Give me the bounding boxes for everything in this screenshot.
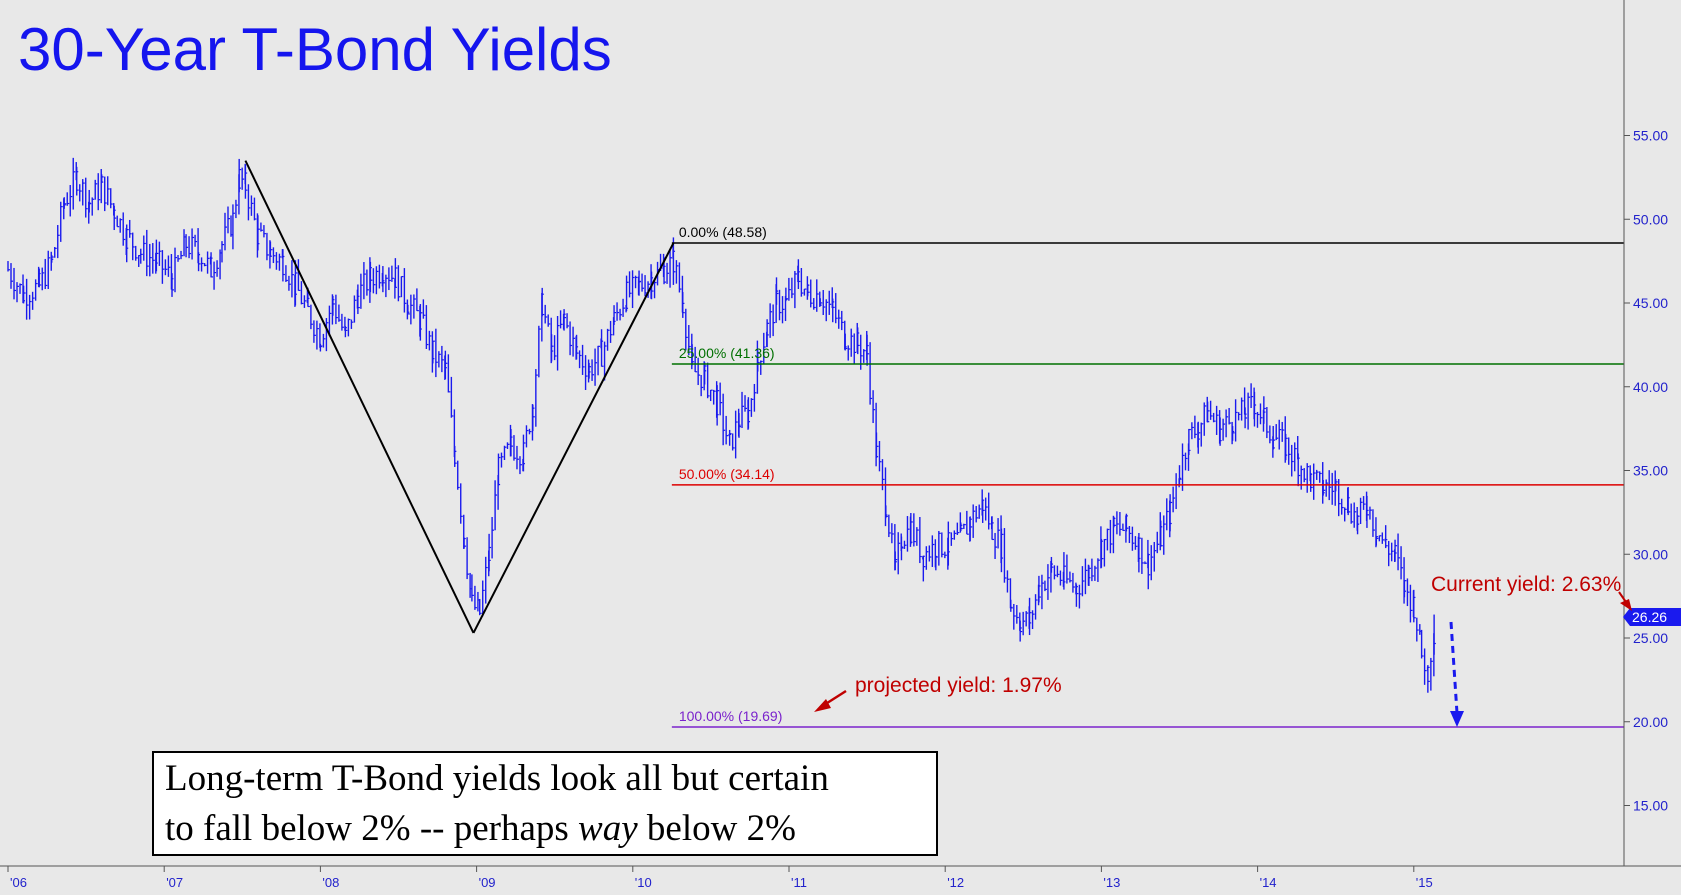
x-tick-label: '08 xyxy=(322,875,339,890)
x-tick-label: '12 xyxy=(947,875,964,890)
price-bars xyxy=(7,157,1436,693)
x-tick-label: '07 xyxy=(166,875,183,890)
current-value-badge: 26.26 xyxy=(1623,608,1681,626)
y-tick-label: 25.00 xyxy=(1633,630,1668,646)
y-tick-label: 20.00 xyxy=(1633,714,1668,730)
note-line-2-start: to fall below 2% -- perhaps xyxy=(165,808,578,849)
projection-dashed-arrow xyxy=(1449,621,1459,714)
x-tick-label: '11 xyxy=(791,875,807,890)
y-tick-label: 30.00 xyxy=(1633,546,1668,562)
x-tick-label: '09 xyxy=(479,875,496,890)
current-value-badge-shape xyxy=(1623,608,1681,626)
x-tick-label: '06 xyxy=(10,875,27,890)
y-tick-label: 55.00 xyxy=(1633,128,1668,144)
x-axis-ticks: '06 '07 '08 '09 '10 '11 '12 '13 '14 '15 xyxy=(7,866,1433,890)
fib-level-label: 50.00% (34.14) xyxy=(679,466,775,482)
note-line-1: Long-term T-Bond yields look all but cer… xyxy=(165,758,829,799)
fibonacci-levels: 0.00% (48.58) 25.00% (41.36) 50.00% (34.14… xyxy=(671,224,1624,728)
note-line-2-end: below 2% xyxy=(638,808,796,849)
y-tick-label: 40.00 xyxy=(1633,379,1668,395)
x-tick-label: '10 xyxy=(635,875,652,890)
y-tick-label: 50.00 xyxy=(1633,211,1668,227)
current-yield-annotation: Current yield: 2.63% xyxy=(1431,573,1621,596)
projection-arrowhead xyxy=(1450,711,1464,727)
current-value-label: 26.26 xyxy=(1632,609,1667,625)
fib-level-label: 100.00% (19.69) xyxy=(679,708,783,724)
chart-title: 30-Year T-Bond Yields xyxy=(18,16,612,83)
note-box xyxy=(152,751,938,856)
projected-yield-annotation: projected yield: 1.97% xyxy=(855,674,1062,697)
projected-yield-arrowhead xyxy=(814,699,831,712)
y-tick-label: 15.00 xyxy=(1633,798,1668,814)
x-tick-label: '14 xyxy=(1260,875,1277,890)
fib-level-label: 0.00% (48.58) xyxy=(679,224,767,240)
fib-level-label: 25.00% (41.36) xyxy=(679,345,775,361)
note-line-2-emphasis: way xyxy=(578,808,638,849)
y-tick-label: 35.00 xyxy=(1633,463,1668,479)
y-axis-ticks: 55.00 50.00 45.00 40.00 35.00 30.00 25.00 20.00… xyxy=(1624,128,1668,814)
pattern-line xyxy=(244,160,475,634)
y-tick-label: 45.00 xyxy=(1633,295,1668,311)
note-line-2: to fall below 2% -- perhaps way below 2% xyxy=(165,808,796,849)
pattern-lines xyxy=(244,160,675,634)
pattern-line xyxy=(472,242,675,634)
x-tick-label: '15 xyxy=(1416,875,1433,890)
x-tick-label: '13 xyxy=(1103,875,1120,890)
current-yield-arrowhead xyxy=(1620,599,1632,611)
